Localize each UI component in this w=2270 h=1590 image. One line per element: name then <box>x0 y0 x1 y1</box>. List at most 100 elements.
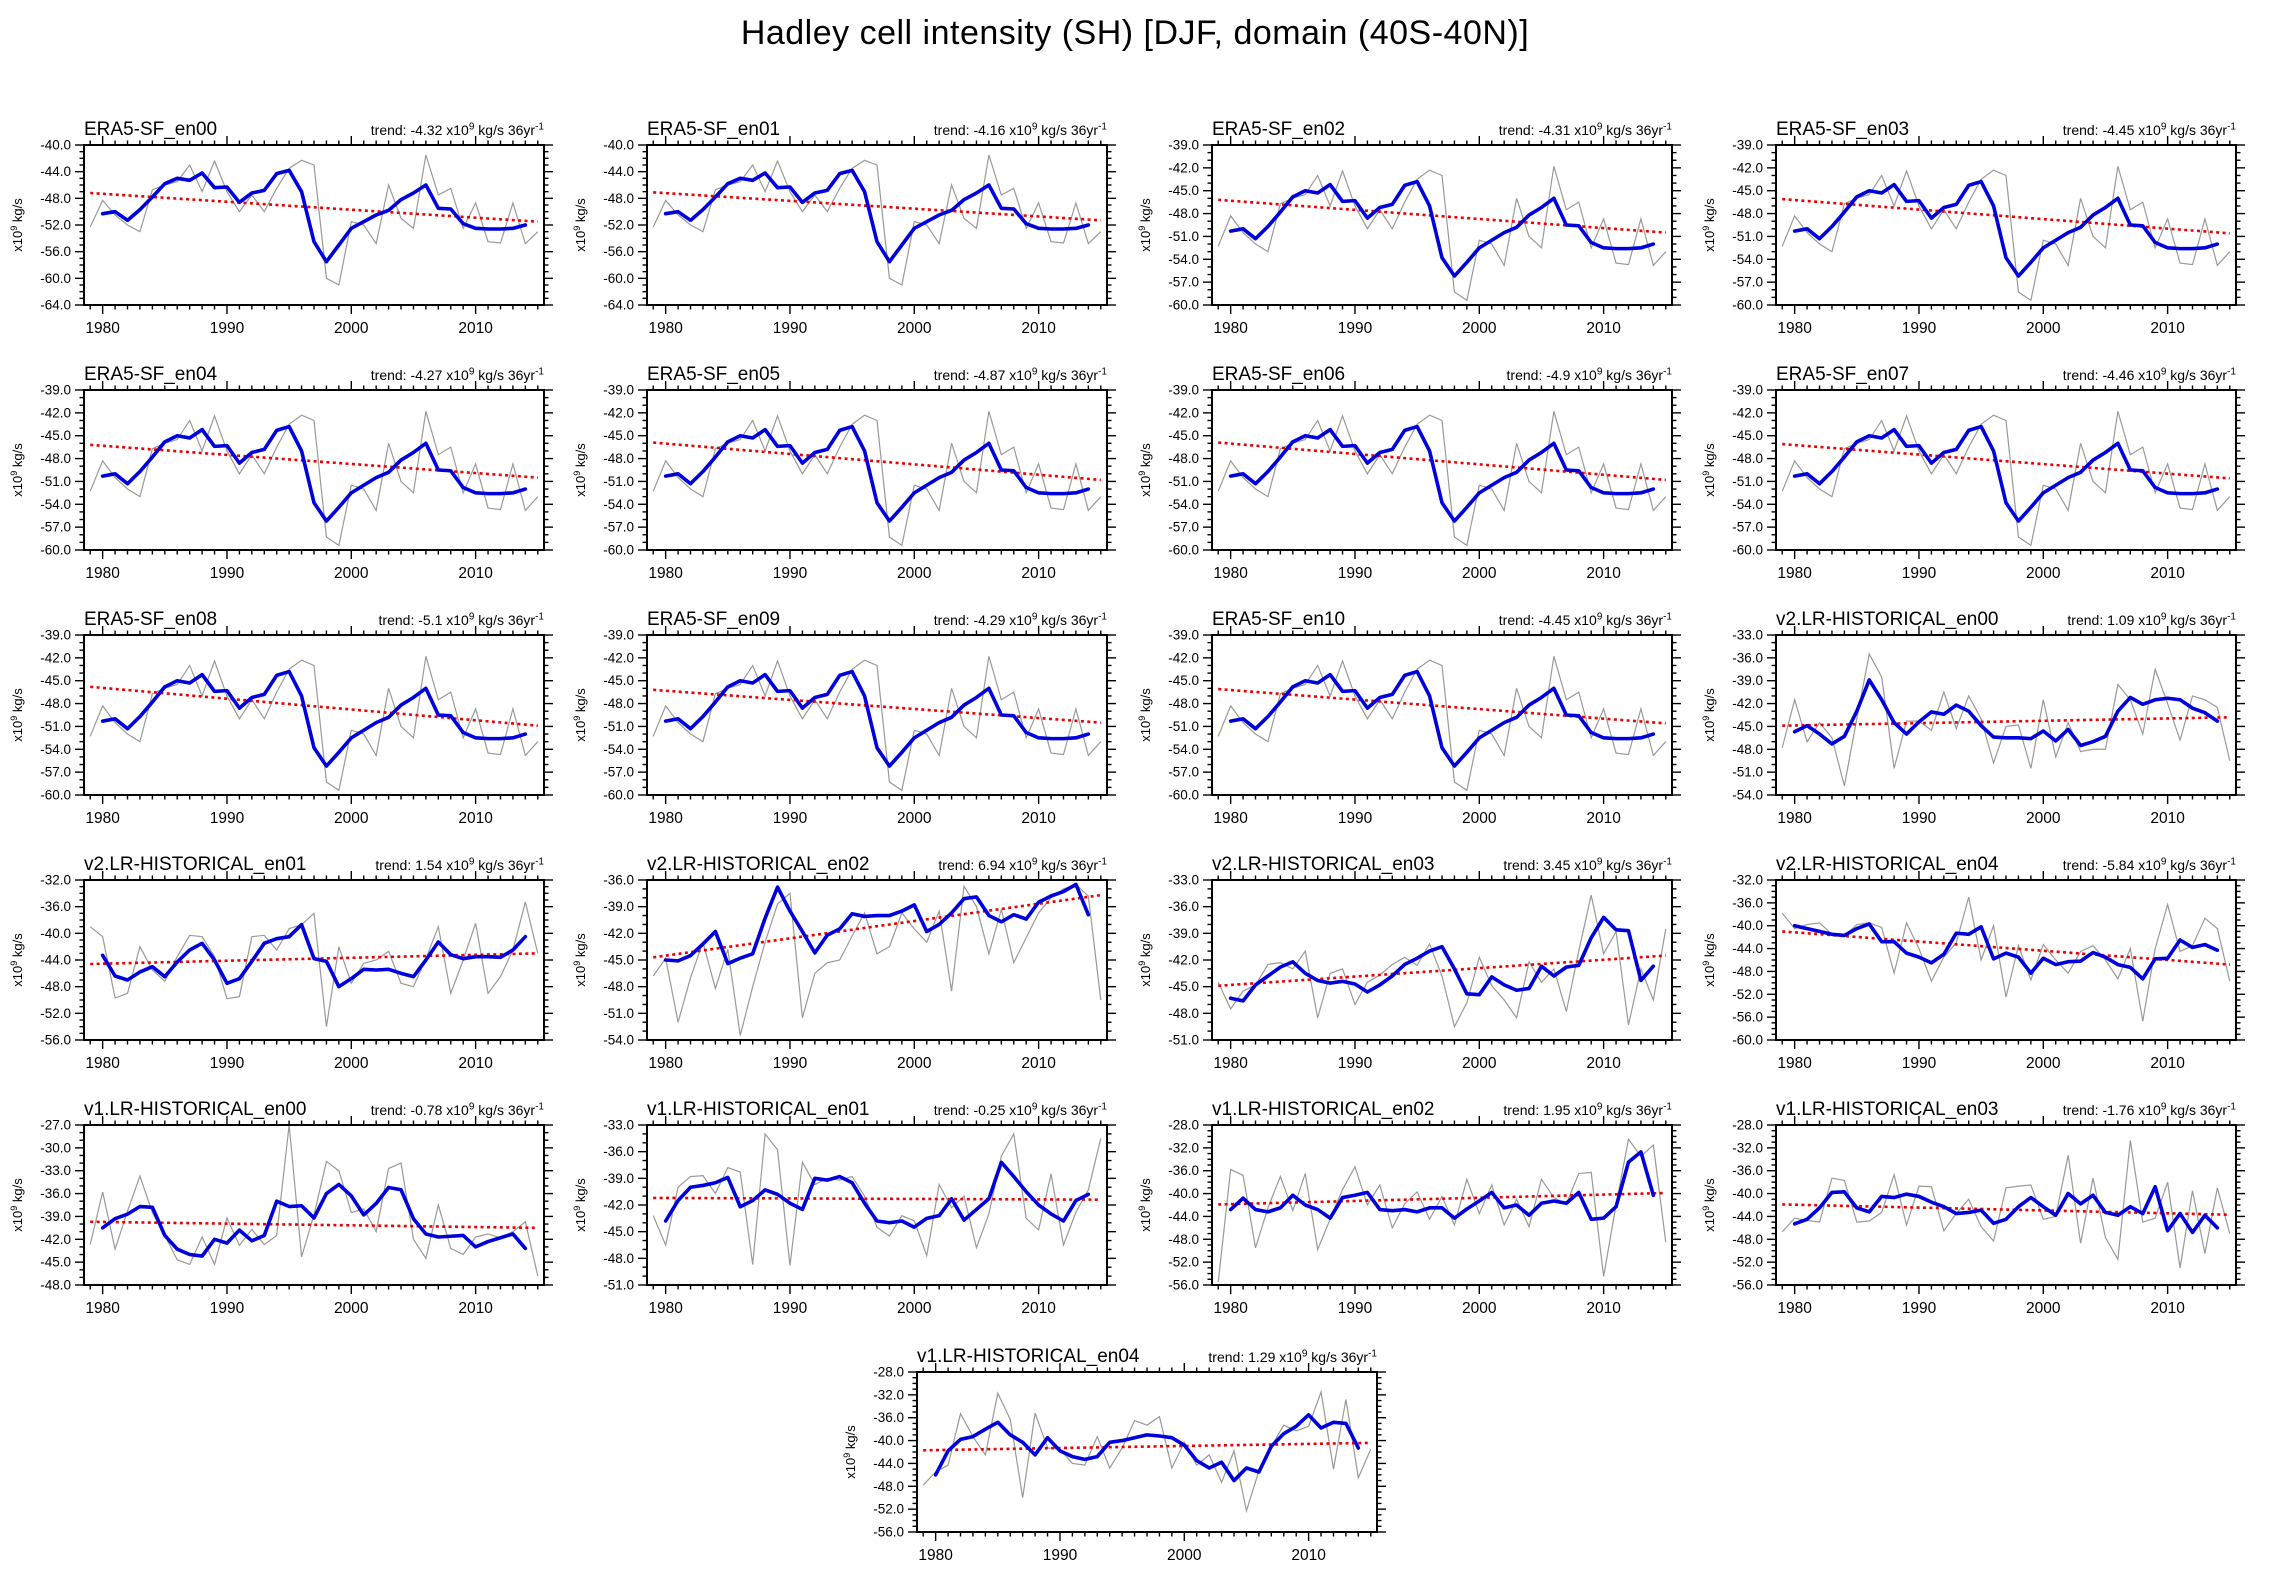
y-tick-label: -39.0 <box>603 628 634 643</box>
y-tick-label: -32.0 <box>1732 1140 1763 1155</box>
x-tick-label: 1980 <box>1777 320 1812 337</box>
axis-tick-labels: -28.0 -32.0 -36.0 -40.0 -44.0 -48.0 -52.0 -56.0… <box>873 1365 1326 1565</box>
y-tick-label: -54.0 <box>1168 252 1199 267</box>
x-tick-label: 1980 <box>85 1300 120 1317</box>
axis-ticks <box>638 136 1116 314</box>
y-tick-label: -32.0 <box>873 1387 904 1402</box>
y-tick-label: -48.0 <box>603 191 634 206</box>
y-axis-unit-label: x109 kg/s <box>1701 1178 1717 1232</box>
axis-ticks <box>75 1116 553 1294</box>
x-tick-label: 2000 <box>334 565 369 582</box>
plot-frame <box>646 879 1108 1041</box>
y-tick-label: -40.0 <box>40 138 71 153</box>
trend-annotation: trend: -0.78 x109 kg/s 36yr-1 <box>371 1102 545 1118</box>
y-tick-label: -48.0 <box>40 1278 71 1293</box>
series-group <box>1781 652 2231 787</box>
y-axis-unit-label: x109 kg/s <box>842 1425 858 1479</box>
y-tick-label: -42.0 <box>1732 696 1763 711</box>
trend-annotation: trend: -4.16 x109 kg/s 36yr-1 <box>934 122 1108 138</box>
y-tick-label: -39.0 <box>1732 138 1763 153</box>
panel-svg: v2.LR-HISTORICAL_en04 trend: -5.84 x109 k… <box>1701 854 2245 1072</box>
x-tick-label: 1990 <box>1902 320 1937 337</box>
y-axis-unit-label: x109 kg/s <box>9 1178 25 1232</box>
panel-ERA5-SF_en02: ERA5-SF_en02 trend: -4.31 x109 kg/s 36yr-… <box>1128 95 1695 345</box>
series-group <box>1217 411 1667 547</box>
axis-tick-labels: -33.0 -36.0 -39.0 -42.0 -45.0 -48.0 -51.0 1980 1… <box>1168 873 1621 1073</box>
trend-line <box>1218 687 1666 725</box>
x-tick-label: 1980 <box>1213 320 1248 337</box>
y-axis-unit-label: x109 kg/s <box>9 443 25 497</box>
trend-annotation: trend: -4.27 x109 kg/s 36yr-1 <box>371 367 545 383</box>
x-tick-label: 1990 <box>773 320 808 337</box>
series-group <box>89 411 539 547</box>
y-tick-label: -48.0 <box>873 1479 904 1494</box>
y-tick-label: -57.0 <box>1732 520 1763 535</box>
panel-svg: v1.LR-HISTORICAL_en01 trend: -0.25 x109 k… <box>572 1099 1116 1317</box>
raw-series-line <box>922 1389 1372 1514</box>
series-group <box>1781 166 2231 302</box>
x-tick-label: 1990 <box>1338 1055 1373 1072</box>
y-tick-label: -45.0 <box>1168 979 1199 994</box>
x-tick-label: 2010 <box>458 810 493 827</box>
axis-tick-labels: -28.0 -32.0 -36.0 -40.0 -44.0 -48.0 -52.0 -56.0… <box>1732 1118 2185 1318</box>
raw-series-line <box>652 154 1102 286</box>
y-tick-label: -48.0 <box>1732 206 1763 221</box>
y-tick-label: -40.0 <box>1168 1186 1199 1201</box>
x-tick-label: 2000 <box>334 810 369 827</box>
x-tick-label: 1990 <box>210 1055 245 1072</box>
axis-tick-labels: -39.0 -42.0 -45.0 -48.0 -51.0 -54.0 -57.0 -60.0… <box>603 383 1056 583</box>
x-tick-label: 2010 <box>1021 320 1056 337</box>
series-group <box>1217 1137 1667 1283</box>
smoothed-series-line <box>933 1413 1361 1483</box>
y-tick-label: -48.0 <box>1732 964 1763 979</box>
y-tick-label: -36.0 <box>1732 650 1763 665</box>
panel-v2.LR-HISTORICAL_en04: v2.LR-HISTORICAL_en04 trend: -5.84 x109 k… <box>1692 830 2259 1080</box>
trend-line <box>1218 954 1666 988</box>
y-tick-label: -48.0 <box>1168 1006 1199 1021</box>
trend-annotation: trend: 3.45 x109 kg/s 36yr-1 <box>1503 857 1672 873</box>
y-tick-label: -42.0 <box>1168 405 1199 420</box>
y-tick-label: -57.0 <box>40 765 71 780</box>
y-tick-label: -54.0 <box>40 497 71 512</box>
plot-frame <box>646 634 1108 796</box>
trend-line <box>1782 442 2230 480</box>
x-tick-label: 1980 <box>1213 810 1248 827</box>
panel-title: ERA5-SF_en06 <box>1212 364 1345 385</box>
axis-tick-labels: -39.0 -42.0 -45.0 -48.0 -51.0 -54.0 -57.0 -60.0… <box>1168 138 1621 338</box>
y-tick-label: -51.0 <box>603 474 634 489</box>
y-tick-label: -44.0 <box>40 164 71 179</box>
y-tick-label: -51.0 <box>40 474 71 489</box>
raw-series-line <box>652 656 1102 792</box>
plot-frame <box>1211 634 1673 796</box>
x-tick-label: 2000 <box>2026 565 2061 582</box>
y-tick-label: -57.0 <box>40 520 71 535</box>
raw-series-line <box>1781 411 2231 547</box>
y-tick-label: -36.0 <box>1732 1163 1763 1178</box>
panel-title: ERA5-SF_en02 <box>1212 119 1345 140</box>
trend-annotation: trend: -4.45 x109 kg/s 36yr-1 <box>2063 122 2237 138</box>
panel-title: v2.LR-HISTORICAL_en04 <box>1776 854 1999 875</box>
x-tick-label: 2010 <box>2150 1055 2185 1072</box>
x-tick-label: 1990 <box>1338 565 1373 582</box>
smoothed-series-line <box>1228 915 1656 1003</box>
x-tick-label: 2000 <box>897 1055 932 1072</box>
x-tick-label: 1980 <box>85 1055 120 1072</box>
y-tick-label: -52.0 <box>1732 987 1763 1002</box>
smoothed-series-line <box>663 669 1091 768</box>
trend-line <box>1782 197 2230 235</box>
x-tick-label: 1980 <box>85 565 120 582</box>
trend-line <box>1782 715 2230 727</box>
x-tick-label: 2010 <box>1586 1300 1621 1317</box>
smoothed-series-line <box>1228 179 1656 278</box>
y-tick-label: -52.0 <box>603 218 634 233</box>
y-tick-label: -36.0 <box>40 1186 71 1201</box>
axis-tick-labels: -28.0 -32.0 -36.0 -40.0 -44.0 -48.0 -52.0 -56.0… <box>1168 1118 1621 1318</box>
x-tick-label: 1990 <box>210 1300 245 1317</box>
panel-v2.LR-HISTORICAL_en00: v2.LR-HISTORICAL_en00 trend: 1.09 x109 kg… <box>1692 585 2259 835</box>
series-group <box>652 1132 1102 1266</box>
y-axis-unit-label: x109 kg/s <box>1137 688 1153 742</box>
panel-title: v2.LR-HISTORICAL_en03 <box>1212 854 1434 875</box>
y-tick-label: -48.0 <box>603 451 634 466</box>
plot-frame <box>916 1371 1378 1533</box>
axis-ticks <box>1203 1116 1681 1294</box>
